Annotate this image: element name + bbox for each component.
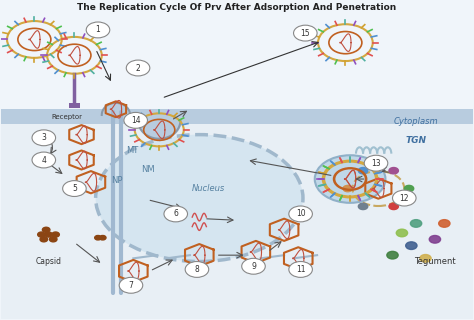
Circle shape — [396, 229, 408, 237]
Circle shape — [164, 206, 188, 222]
Text: 4: 4 — [41, 156, 46, 164]
Circle shape — [42, 227, 50, 232]
FancyBboxPatch shape — [1, 124, 473, 319]
Text: 10: 10 — [296, 209, 305, 219]
Circle shape — [63, 180, 86, 196]
FancyBboxPatch shape — [69, 103, 80, 108]
Circle shape — [40, 237, 47, 242]
Circle shape — [358, 203, 368, 210]
Circle shape — [185, 261, 209, 277]
Text: TGN: TGN — [406, 136, 427, 146]
Circle shape — [49, 237, 57, 242]
Circle shape — [32, 130, 55, 146]
Text: 15: 15 — [301, 28, 310, 38]
Circle shape — [420, 254, 431, 262]
Circle shape — [45, 232, 52, 237]
Text: 1: 1 — [96, 25, 100, 35]
Text: 2: 2 — [136, 63, 140, 73]
Text: 5: 5 — [72, 184, 77, 193]
Circle shape — [242, 258, 265, 274]
Circle shape — [364, 155, 388, 171]
Text: Cytoplasm: Cytoplasm — [394, 117, 438, 126]
Circle shape — [389, 203, 398, 210]
Circle shape — [37, 232, 45, 237]
Text: 8: 8 — [194, 265, 200, 274]
Text: 13: 13 — [371, 159, 381, 168]
Text: 7: 7 — [128, 281, 133, 290]
Circle shape — [410, 220, 422, 227]
Circle shape — [52, 232, 59, 237]
Text: Nucleus: Nucleus — [192, 184, 225, 193]
Text: Tegument: Tegument — [414, 257, 456, 266]
Text: NM: NM — [141, 165, 154, 174]
Text: 9: 9 — [251, 262, 256, 271]
Circle shape — [289, 206, 312, 222]
Circle shape — [293, 25, 317, 41]
Circle shape — [358, 168, 368, 174]
Text: 6: 6 — [173, 209, 178, 219]
Circle shape — [406, 242, 417, 250]
Text: The Replication Cycle Of Prv After Adsorption And Penetration: The Replication Cycle Of Prv After Adsor… — [77, 3, 397, 12]
Circle shape — [86, 22, 110, 38]
Circle shape — [126, 60, 150, 76]
Ellipse shape — [96, 135, 303, 261]
Circle shape — [429, 236, 440, 243]
Circle shape — [438, 220, 450, 227]
Circle shape — [343, 185, 353, 192]
Circle shape — [100, 236, 106, 240]
Circle shape — [389, 168, 398, 174]
Circle shape — [404, 185, 414, 192]
Circle shape — [392, 190, 416, 206]
Circle shape — [124, 112, 147, 128]
Circle shape — [387, 252, 398, 259]
Text: NP: NP — [111, 176, 123, 185]
Text: Receptor: Receptor — [52, 114, 83, 120]
Text: 3: 3 — [41, 133, 46, 142]
Text: 12: 12 — [400, 194, 409, 203]
Circle shape — [95, 236, 101, 240]
Circle shape — [315, 155, 385, 203]
Circle shape — [289, 261, 312, 277]
Circle shape — [32, 152, 55, 168]
FancyBboxPatch shape — [1, 109, 473, 124]
Text: 11: 11 — [296, 265, 305, 274]
Text: 14: 14 — [131, 116, 140, 125]
Circle shape — [119, 277, 143, 293]
Text: Capsid: Capsid — [36, 257, 62, 266]
Text: MT: MT — [126, 146, 138, 155]
